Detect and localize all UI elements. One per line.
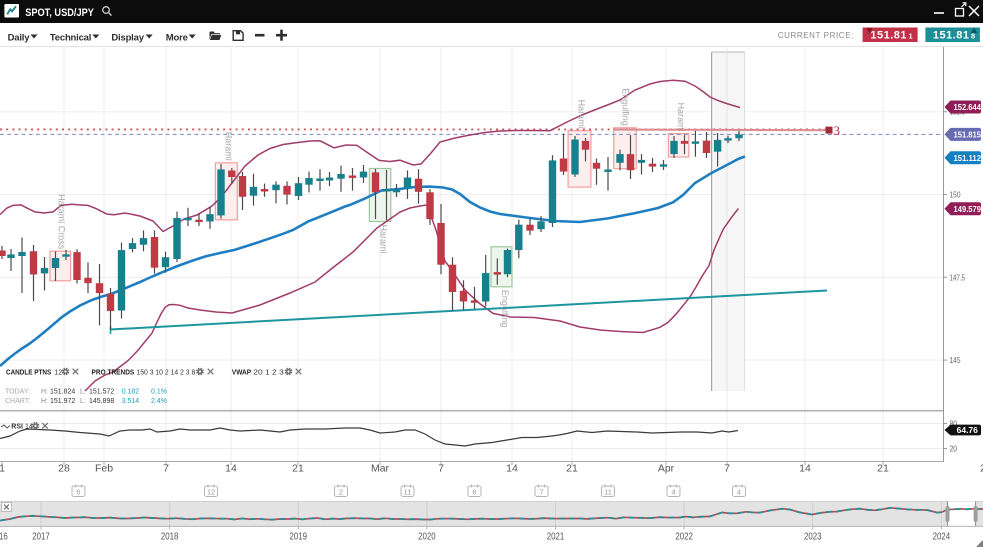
svg-text:2017: 2017 — [32, 532, 50, 543]
svg-text:PRO TRENDS: PRO TRENDS — [92, 370, 135, 377]
svg-text:CANDLE PTNS: CANDLE PTNS — [6, 370, 51, 377]
svg-text:More: More — [166, 32, 188, 43]
svg-text:28: 28 — [58, 463, 70, 475]
svg-text:RSI: RSI — [11, 424, 23, 431]
svg-text:12: 12 — [207, 488, 215, 497]
svg-text:11: 11 — [604, 488, 612, 497]
svg-text:3.514: 3.514 — [122, 398, 140, 405]
svg-text:64.76: 64.76 — [957, 425, 979, 435]
svg-text:151.824: 151.824 — [50, 389, 75, 396]
svg-text:SPOT, USD/JPY: SPOT, USD/JPY — [25, 7, 94, 19]
svg-text:21: 21 — [292, 463, 304, 475]
svg-text:150 3 10 2 14 2 3 8: 150 3 10 2 14 2 3 8 — [136, 370, 195, 377]
svg-text:CHART:: CHART: — [5, 398, 30, 405]
svg-text:150: 150 — [950, 191, 961, 200]
svg-text:Feb: Feb — [95, 463, 113, 475]
svg-text:145: 145 — [950, 356, 961, 365]
svg-text:4: 4 — [737, 488, 741, 497]
svg-text:Harami: Harami — [379, 225, 389, 254]
svg-text:12: 12 — [54, 370, 62, 377]
svg-text:L:: L: — [80, 398, 86, 405]
svg-text:2018: 2018 — [161, 532, 179, 543]
svg-text:TODAY:: TODAY: — [5, 389, 30, 396]
svg-text:14: 14 — [225, 463, 237, 475]
svg-text:151.972: 151.972 — [50, 398, 75, 405]
svg-text:2020: 2020 — [418, 532, 436, 543]
svg-text:151.81: 151.81 — [933, 29, 970, 41]
svg-text:Display: Display — [111, 32, 144, 43]
svg-text:Harami: Harami — [224, 132, 234, 161]
svg-text:151.81: 151.81 — [870, 29, 907, 41]
svg-text:H:: H: — [41, 389, 48, 396]
svg-text:Technical: Technical — [50, 32, 91, 43]
svg-text:4: 4 — [671, 488, 675, 497]
svg-text:11: 11 — [404, 488, 412, 497]
svg-text:1: 1 — [909, 31, 913, 40]
svg-text:Daily: Daily — [8, 32, 31, 43]
svg-text:CURRENT PRICE:: CURRENT PRICE: — [778, 31, 854, 40]
svg-text:Harami: Harami — [577, 100, 587, 129]
svg-text:14: 14 — [506, 463, 518, 475]
svg-text:0.1%: 0.1% — [151, 389, 167, 396]
svg-text:1: 1 — [0, 463, 5, 475]
svg-text:0.182: 0.182 — [122, 389, 140, 396]
svg-text:7: 7 — [438, 463, 444, 475]
svg-text:2021: 2021 — [547, 532, 565, 543]
svg-text:Engulfing: Engulfing — [621, 88, 631, 126]
svg-text:20 1 2 3: 20 1 2 3 — [253, 370, 284, 377]
svg-text:14: 14 — [799, 463, 811, 475]
svg-text:16: 16 — [0, 532, 8, 543]
svg-text:21: 21 — [566, 463, 578, 475]
svg-text:80: 80 — [950, 420, 958, 429]
svg-text:7: 7 — [724, 463, 730, 475]
svg-text:20: 20 — [950, 445, 958, 454]
svg-text:2019: 2019 — [290, 532, 308, 543]
svg-text:6: 6 — [472, 488, 476, 497]
svg-text:L:: L: — [80, 389, 86, 396]
svg-text:151.815: 151.815 — [954, 130, 982, 140]
svg-text:14: 14 — [25, 424, 33, 431]
svg-text:2.4%: 2.4% — [151, 398, 167, 405]
svg-text:147.5: 147.5 — [950, 273, 966, 282]
svg-text:152.644: 152.644 — [954, 102, 982, 112]
svg-text:Engulfing: Engulfing — [500, 290, 510, 328]
svg-text:2024: 2024 — [933, 532, 951, 543]
svg-text:Harami: Harami — [676, 103, 686, 132]
svg-text:Apr: Apr — [658, 463, 675, 475]
svg-text:151.572: 151.572 — [89, 389, 114, 396]
svg-text:Harami Cross: Harami Cross — [57, 194, 67, 250]
svg-text:Mar: Mar — [371, 463, 390, 475]
svg-text:2023: 2023 — [804, 532, 822, 543]
svg-text:151.112: 151.112 — [954, 153, 982, 163]
svg-text:7: 7 — [163, 463, 169, 475]
svg-text:3: 3 — [834, 123, 841, 138]
svg-text:6: 6 — [76, 488, 80, 497]
svg-text:VWAP: VWAP — [232, 370, 251, 377]
svg-text:149.579: 149.579 — [954, 204, 982, 214]
svg-text:2: 2 — [339, 488, 343, 497]
svg-text:28: 28 — [980, 463, 983, 475]
svg-text:7: 7 — [539, 488, 543, 497]
svg-text:2022: 2022 — [675, 532, 693, 543]
svg-text:8: 8 — [971, 31, 975, 40]
svg-text:21: 21 — [877, 463, 889, 475]
svg-text:145.898: 145.898 — [89, 398, 114, 405]
svg-text:H:: H: — [41, 398, 48, 405]
